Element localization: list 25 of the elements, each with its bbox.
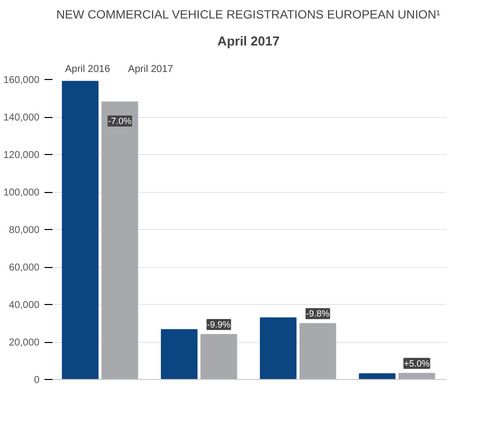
text: April 2017 bbox=[128, 63, 174, 75]
bar bbox=[299, 323, 336, 380]
y-tick-label: 20,000 bbox=[8, 338, 40, 348]
annotation: -9.8% bbox=[306, 308, 330, 319]
bar bbox=[260, 317, 297, 380]
annotation: +5.0% bbox=[404, 358, 430, 368]
bar bbox=[200, 334, 238, 380]
y-tick-label: 140,000 bbox=[3, 112, 40, 124]
series-label: April 2016 bbox=[65, 63, 110, 75]
y-tick-label: 160,000 bbox=[3, 75, 40, 86]
annotation: -7.0% bbox=[108, 116, 132, 126]
y-tick-label: 60,000 bbox=[8, 262, 40, 274]
annotation: -9.9% bbox=[207, 320, 231, 330]
bar bbox=[101, 102, 138, 380]
chart-subtitle: April 2017 bbox=[217, 34, 280, 48]
bar bbox=[62, 80, 99, 380]
bar bbox=[398, 372, 436, 380]
bar bbox=[358, 373, 396, 380]
y-tick-label: 120,000 bbox=[3, 150, 40, 161]
y-tick-label: 0 bbox=[34, 375, 40, 386]
y-tick-label: 100,000 bbox=[3, 188, 40, 198]
y-tick-label: 40,000 bbox=[8, 300, 40, 311]
chart-title: NEW COMMERCIAL VEHICLE REGISTRATIONS EUROPEAN UNION¹ bbox=[56, 8, 440, 22]
y-tick-label: 80,000 bbox=[8, 225, 40, 236]
bar bbox=[160, 329, 198, 380]
